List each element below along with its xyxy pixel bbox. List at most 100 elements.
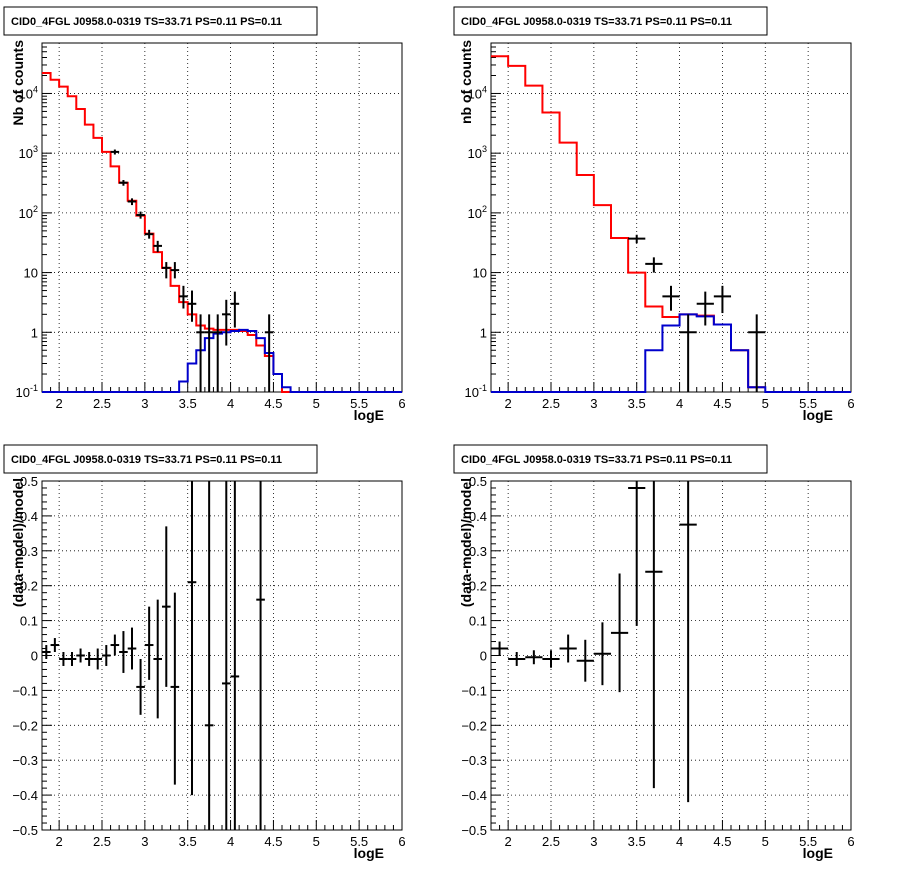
data-points	[490, 481, 697, 803]
y-tick-label: 10-1	[16, 383, 38, 400]
x-tick-label: 4.5	[264, 396, 282, 411]
y-tick-label: 0.4	[20, 509, 38, 524]
y-tick-label: 0.4	[469, 509, 487, 524]
chart-title: CID0_4FGL J0958.0-0319 TS=33.71 PS=0.11 …	[461, 454, 732, 466]
x-tick-label: 5.5	[350, 396, 368, 411]
x-tick-label: 5.5	[799, 834, 817, 849]
chart-panel-3: 2 2.5 3 3.5 4 4.5 5 5.5 6 −0.5 −0.4 −0.3 −0.2 −0.1 0 0.…	[3, 444, 406, 861]
x-tick-label: 3.5	[628, 396, 646, 411]
plot-frame	[490, 42, 852, 393]
y-tick-label: −0.3	[12, 753, 38, 768]
y-tick-label: −0.1	[12, 683, 38, 698]
x-tick-label: 2.5	[93, 396, 111, 411]
x-tick-label: 3.5	[179, 396, 197, 411]
y-tick-label: −0.2	[461, 718, 487, 733]
y-tick-label: 1	[31, 325, 38, 340]
x-tick-label: 4.5	[713, 396, 731, 411]
y-tick-label: 10	[473, 266, 487, 281]
data-points	[41, 481, 265, 830]
y-tick-label: 0	[31, 649, 38, 664]
y-tick-label: 0.1	[469, 614, 487, 629]
y-axis-label: nb of counts	[458, 40, 474, 124]
chart-title: CID0_4FGL J0958.0-0319 TS=33.71 PS=0.11 …	[11, 454, 282, 466]
series-step-1	[42, 72, 291, 393]
chart-title: CID0_4FGL J0958.0-0319 TS=33.71 PS=0.11 …	[461, 16, 732, 28]
y-tick-label: 103	[468, 144, 487, 161]
title-box	[453, 6, 768, 36]
y-tick-label: −0.5	[12, 823, 38, 838]
y-tick-label: −0.5	[461, 823, 487, 838]
x-tick-label: 5.5	[350, 834, 368, 849]
y-axis-label: (data-model)/model	[10, 478, 26, 607]
plot-frame	[41, 42, 403, 393]
x-axis-label: logE	[803, 845, 833, 861]
x-tick-label: 2	[56, 396, 63, 411]
x-tick-label: 2	[505, 834, 512, 849]
y-tick-label: 0.3	[469, 544, 487, 559]
title-box	[3, 6, 318, 36]
y-tick-label: 0.1	[20, 614, 38, 629]
title-box	[3, 444, 318, 474]
x-tick-label: 2	[56, 834, 63, 849]
chart-panel-4: 2 2.5 3 3.5 4 4.5 5 5.5 6 −0.5 −0.4 −0.3 −0.2 −0.1 0 0.…	[453, 444, 855, 861]
title-box	[453, 444, 768, 474]
x-tick-label: 6	[398, 834, 405, 849]
x-tick-label: 2.5	[93, 834, 111, 849]
x-tick-label: 3.5	[179, 834, 197, 849]
x-tick-label: 6	[847, 834, 854, 849]
x-tick-label: 6	[398, 396, 405, 411]
x-tick-label: 2.5	[542, 396, 560, 411]
x-axis-label: logE	[354, 407, 384, 423]
y-tick-label: −0.2	[12, 718, 38, 733]
y-tick-label: 103	[19, 144, 38, 161]
chart-panel-2: 2 2.5 3 3.5 4 4.5 5 5.5 6 10-1 1 10 102 103 104 logE nb …	[453, 6, 855, 423]
chart-title: CID0_4FGL J0958.0-0319 TS=33.71 PS=0.11 …	[11, 16, 282, 28]
x-axis-label: logE	[803, 407, 833, 423]
y-tick-label: 1	[480, 325, 487, 340]
y-tick-label: −0.4	[461, 788, 487, 803]
y-tick-label: 10	[24, 266, 38, 281]
y-tick-label: −0.1	[461, 683, 487, 698]
x-tick-label: 5	[313, 834, 320, 849]
y-tick-label: 102	[468, 204, 487, 221]
x-tick-label: 4.5	[264, 834, 282, 849]
x-tick-label: 4	[676, 834, 683, 849]
y-tick-label: 104	[19, 84, 38, 101]
series-step-2	[491, 313, 851, 393]
x-tick-label: 6	[847, 396, 854, 411]
x-tick-label: 2	[505, 396, 512, 411]
chart-panel-1: 2 2.5 3 3.5 4 4.5 5 5.5 6 10-1 1 10 102 103 104 logE Nb …	[3, 6, 406, 423]
y-tick-label: 104	[468, 84, 487, 101]
y-tick-label: 102	[19, 204, 38, 221]
x-tick-label: 4	[676, 396, 683, 411]
y-axis-label: (data-model)/model	[458, 478, 474, 607]
x-tick-label: 3	[590, 396, 597, 411]
x-tick-label: 5	[762, 396, 769, 411]
y-tick-label: 0	[480, 649, 487, 664]
y-tick-label: 0.2	[20, 579, 38, 594]
y-tick-label: 0.5	[469, 474, 487, 489]
x-tick-label: 4.5	[713, 834, 731, 849]
y-tick-label: 10-1	[465, 383, 487, 400]
x-tick-label: 3	[141, 834, 148, 849]
y-tick-label: 0.3	[20, 544, 38, 559]
y-axis-label: Nb of counts	[10, 40, 26, 126]
y-tick-label: −0.4	[12, 788, 38, 803]
x-tick-label: 4	[227, 834, 234, 849]
x-tick-label: 3	[141, 396, 148, 411]
x-tick-label: 5	[762, 834, 769, 849]
y-tick-label: 0.2	[469, 579, 487, 594]
x-tick-label: 5	[313, 396, 320, 411]
data-points	[110, 149, 274, 392]
y-tick-label: −0.3	[461, 753, 487, 768]
x-tick-label: 3.5	[628, 834, 646, 849]
series-step-2	[42, 328, 402, 393]
y-tick-label: 0.5	[20, 474, 38, 489]
x-tick-label: 2.5	[542, 834, 560, 849]
x-tick-label: 4	[227, 396, 234, 411]
x-tick-label: 5.5	[799, 396, 817, 411]
x-axis-label: logE	[354, 845, 384, 861]
series-step-1	[491, 55, 766, 389]
data-points	[628, 234, 766, 392]
